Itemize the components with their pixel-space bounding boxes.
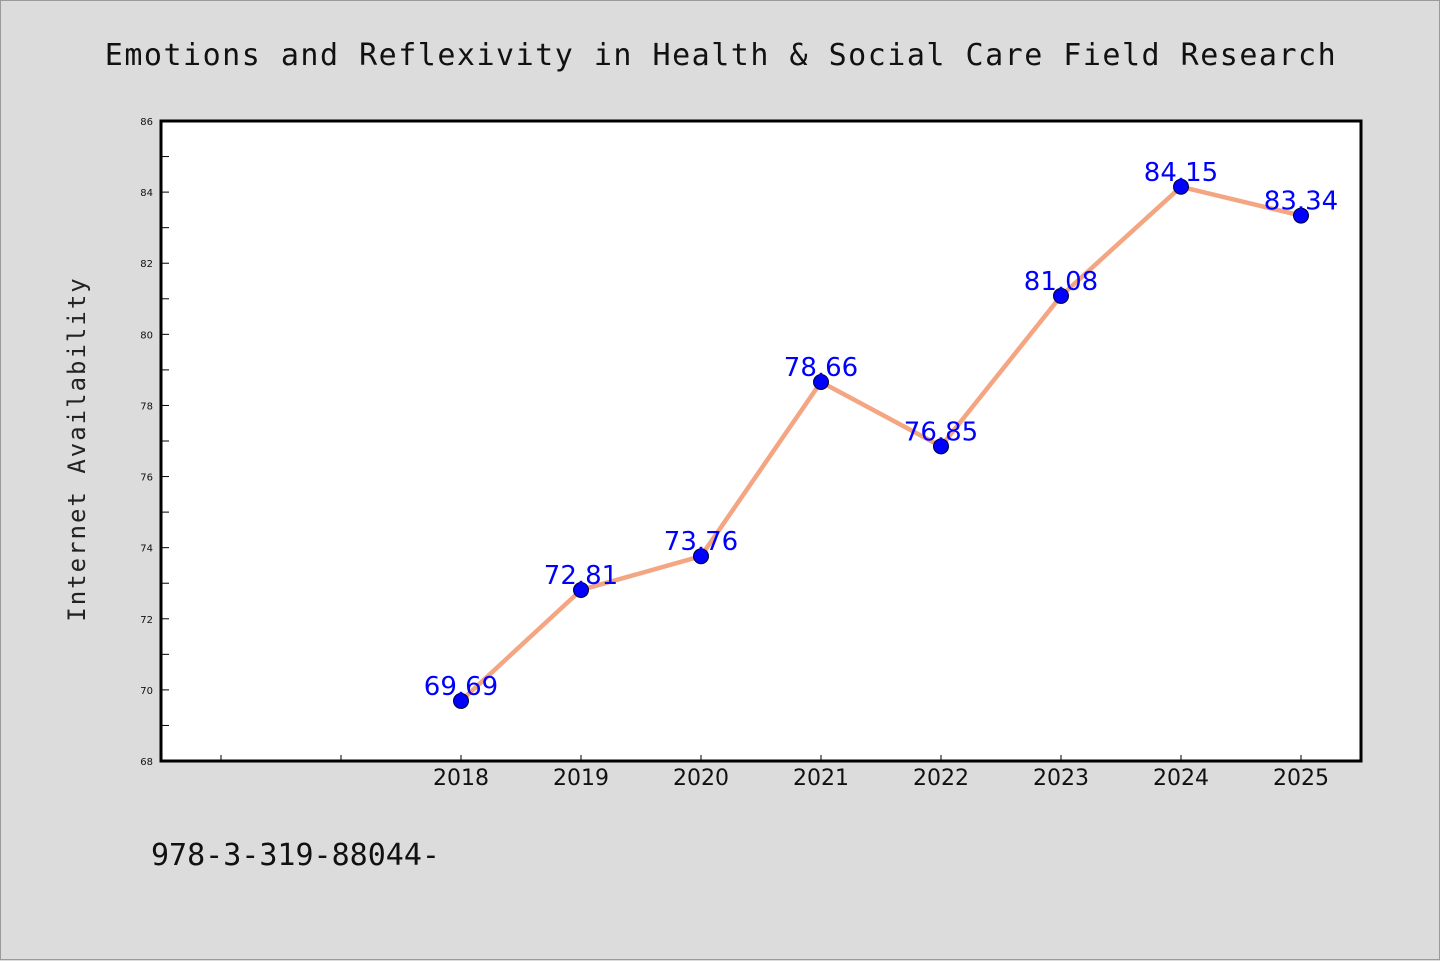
data-label: 81.08 (1024, 267, 1098, 297)
series-line (458, 184, 1304, 704)
y-tick-label: 72 (140, 615, 153, 626)
footer-text: 978-3-319-88044- (151, 838, 440, 873)
y-tick-label: 70 (140, 686, 153, 697)
y-tick-label: 74 (140, 544, 153, 555)
y-tick-label: 82 (140, 259, 153, 270)
data-point (573, 581, 589, 598)
data-point (813, 373, 829, 390)
data-label: 76.85 (904, 417, 978, 447)
series-group: 69.69 72.81 73.76 78.66 76.85 81.08 84.15 83.34 (424, 158, 1338, 709)
data-point (693, 548, 709, 565)
x-tick-label: 2019 (553, 766, 609, 791)
data-point (1053, 287, 1069, 304)
data-label: 78.66 (784, 353, 858, 383)
data-label: 73.76 (664, 527, 738, 557)
x-tick-label: 2023 (1033, 766, 1089, 791)
x-tick-label: 2024 (1153, 766, 1209, 791)
x-axis: 2018 2019 2020 2021 2022 2023 2024 2025 (220, 755, 1329, 791)
data-point (453, 692, 469, 709)
x-tick-label: 2020 (673, 766, 729, 791)
y-tick-label: 78 (140, 401, 153, 412)
x-tick-label: 2018 (433, 766, 489, 791)
x-tick-label: 2025 (1273, 766, 1329, 791)
data-point (1173, 178, 1189, 195)
data-label: 83.34 (1264, 187, 1338, 217)
y-tick-label: 76 (140, 473, 153, 484)
y-tick-label: 86 (140, 117, 153, 128)
data-label: 84.15 (1144, 158, 1218, 188)
data-label: 69.69 (424, 672, 498, 702)
x-tick-label: 2021 (793, 766, 849, 791)
y-axis: 68 70 72 74 76 78 80 82 84 86 (140, 117, 169, 768)
plot-area (159, 119, 1363, 763)
data-point (933, 438, 949, 455)
chart-title: Emotions and Reflexivity in Health & Soc… (105, 38, 1337, 73)
y-tick-label: 68 (140, 757, 153, 768)
y-tick-label: 80 (140, 330, 153, 341)
y-axis-label: Internet Availability (63, 276, 91, 621)
data-label: 72.81 (544, 561, 618, 591)
data-point (1293, 207, 1309, 224)
y-tick-label: 84 (140, 188, 153, 199)
x-tick-label: 2022 (913, 766, 969, 791)
